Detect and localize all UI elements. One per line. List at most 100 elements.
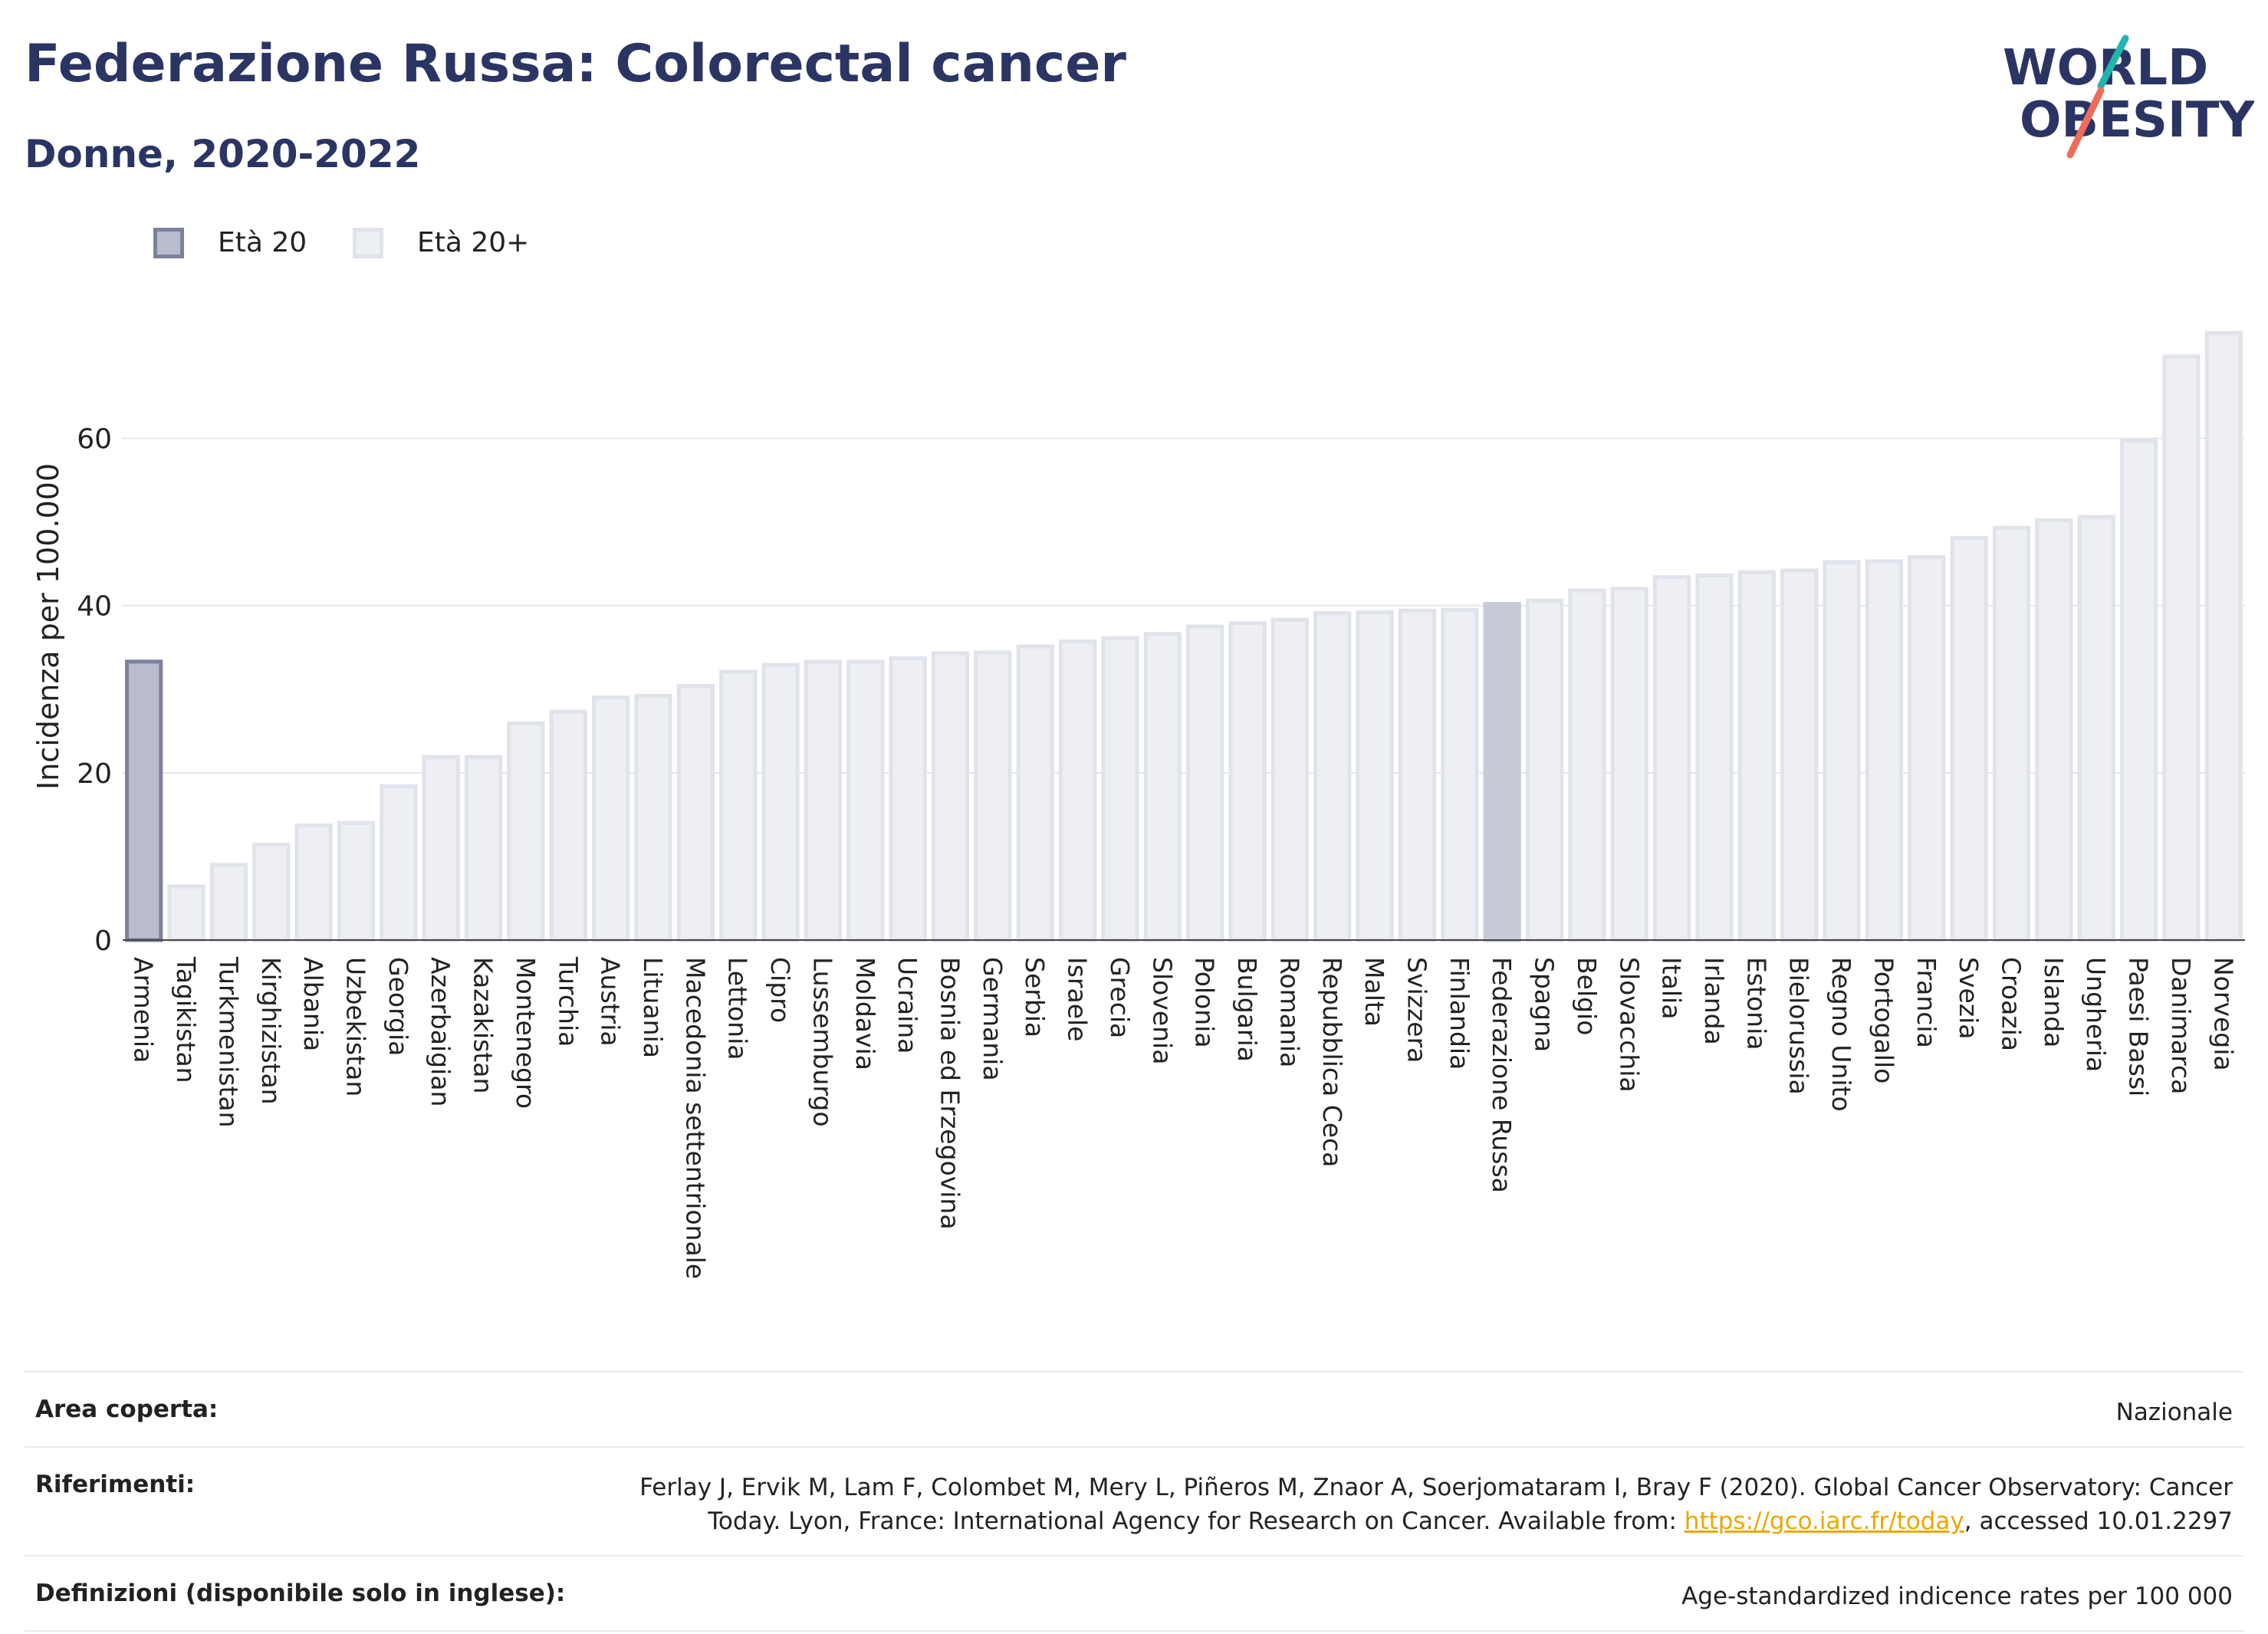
x-tick-label-turchia: Turchia — [553, 956, 583, 1047]
x-tick-label-danimarca: Danimarca — [2166, 957, 2196, 1094]
logo-word-obesity: OBESITY — [2020, 92, 2254, 149]
logo-slash-teal — [2097, 35, 2129, 90]
bar-germania[interactable] — [974, 650, 1012, 942]
x-tick-label-federazione-russa: Federazione Russa — [1487, 957, 1517, 1193]
legend-label-eta-20: Età 20 — [218, 227, 307, 258]
bar-ucraina[interactable] — [889, 656, 927, 942]
bar-tagikistan[interactable] — [167, 884, 205, 942]
bar-danimarca[interactable] — [2162, 354, 2201, 942]
bar-cipro[interactable] — [761, 662, 800, 942]
bar-georgia[interactable] — [380, 784, 418, 942]
bar-kazakistan[interactable] — [464, 755, 503, 942]
x-tick-label-israele: Israele — [1063, 957, 1093, 1042]
x-tick-label-portogallo: Portogallo — [1869, 957, 1898, 1083]
bar-bulgaria[interactable] — [1228, 621, 1267, 942]
bar-uzbekistan[interactable] — [337, 820, 376, 942]
y-tick-label-0: 0 — [94, 925, 112, 957]
x-tick-label-austria: Austria — [596, 957, 626, 1047]
bar-norvegia[interactable] — [2204, 330, 2243, 942]
bar-austria[interactable] — [591, 695, 630, 942]
x-tick-label-romania: Romania — [1274, 957, 1304, 1067]
bar-estonia[interactable] — [1737, 570, 1777, 942]
bar-moldavia[interactable] — [846, 659, 885, 942]
x-tick-label-islanda: Islanda — [2039, 957, 2069, 1047]
bar-portogallo[interactable] — [1865, 559, 1904, 942]
bar-italia[interactable] — [1652, 575, 1691, 942]
bar-islanda[interactable] — [2035, 518, 2073, 942]
legend-item-eta-20-plus[interactable]: Età 20+ — [353, 227, 529, 258]
x-tick-label-italia: Italia — [1657, 957, 1687, 1019]
bar-turkmenistan[interactable] — [209, 863, 248, 942]
page-subtitle: Donne, 2020-2022 — [25, 132, 421, 176]
bar-irlanda[interactable] — [1695, 573, 1734, 942]
bar-romania[interactable] — [1270, 617, 1310, 942]
bar-spagna[interactable] — [1525, 598, 1564, 942]
bar-lituania[interactable] — [634, 694, 672, 942]
bar-svezia[interactable] — [1950, 535, 1988, 942]
footer-row-definitions: Definizioni (disponibile solo in inglese… — [25, 1555, 2243, 1632]
bar-malta[interactable] — [1356, 610, 1394, 942]
bar-polonia[interactable] — [1186, 624, 1224, 942]
footer-value-definitions: Age-standardized indicence rates per 100… — [1681, 1583, 2233, 1610]
bar-lussemburgo[interactable] — [804, 659, 843, 942]
x-tick-label-malta: Malta — [1359, 957, 1389, 1027]
x-tick-label-belgio: Belgio — [1572, 957, 1602, 1035]
x-tick-label-ungheria: Ungheria — [2081, 957, 2111, 1072]
bar-finlandia[interactable] — [1441, 607, 1479, 942]
x-tick-label-polonia: Polonia — [1190, 957, 1220, 1048]
y-tick-label-60: 60 — [77, 424, 112, 455]
bar-montenegro[interactable] — [507, 722, 545, 942]
x-tick-label-slovacchia: Slovacchia — [1614, 957, 1644, 1093]
footer-label-area: Area coperta: — [35, 1396, 219, 1423]
bar-albania[interactable] — [294, 824, 333, 942]
bar-serbia[interactable] — [1016, 644, 1054, 942]
bar-grecia[interactable] — [1101, 636, 1139, 942]
x-tick-label-slovenia: Slovenia — [1147, 957, 1177, 1064]
bar-svizzera[interactable] — [1398, 608, 1437, 942]
bar-azerbaigian[interactable] — [422, 755, 460, 942]
bar-paesi-bassi[interactable] — [2119, 439, 2158, 942]
x-tick-label-serbia: Serbia — [1020, 957, 1050, 1037]
x-tick-label-regno-unito: Regno Unito — [1826, 957, 1856, 1112]
x-tick-label-francia: Francia — [1911, 957, 1941, 1048]
bar-kirghizistan[interactable] — [252, 843, 291, 942]
bar-slovacchia[interactable] — [1610, 587, 1648, 942]
bar-slovenia[interactable] — [1143, 632, 1182, 942]
x-tick-label-uzbekistan: Uzbekistan — [340, 957, 370, 1096]
x-tick-label-croazia: Croazia — [1997, 957, 2026, 1051]
bar-israele[interactable] — [1058, 639, 1097, 942]
x-tick-label-tagikistan: Tagikistan — [171, 956, 201, 1083]
logo-word-world: WORLD — [2003, 40, 2208, 97]
bar-regno-unito[interactable] — [1823, 560, 1861, 942]
y-axis-label: Incidenza per 100.000 — [31, 463, 65, 790]
bar-belgio[interactable] — [1568, 588, 1606, 942]
y-axis-ticks: 0 20 40 60 — [77, 424, 112, 957]
x-tick-label-svizzera: Svizzera — [1402, 957, 1431, 1063]
bar-chart: 0 20 40 60 Armenia Tagikistan Turkmenistan Kir… — [31, 330, 2245, 1279]
x-tick-label-montenegro: Montenegro — [511, 957, 541, 1109]
legend-swatch-eta-20 — [153, 227, 184, 258]
x-tick-label-spagna: Spagna — [1530, 957, 1560, 1052]
footer-row-area: Area coperta: Nazionale — [25, 1371, 2243, 1446]
legend-label-eta-20-plus: Età 20+ — [417, 227, 530, 258]
bar-bosnia-ed-erzegovina[interactable] — [931, 651, 970, 942]
bar-bielorussia[interactable] — [1780, 568, 1819, 942]
reference-link[interactable]: https://gco.iarc.fr/today — [1684, 1507, 1964, 1535]
reference-accessed: , accessed 10.01.2297 — [1964, 1507, 2233, 1535]
x-tick-label-lussemburgo: Lussemburgo — [807, 957, 837, 1127]
x-tick-label-irlanda: Irlanda — [1699, 957, 1729, 1045]
legend-item-eta-20[interactable]: Età 20 — [153, 227, 307, 258]
x-tick-label-germania: Germania — [978, 957, 1007, 1081]
bar-croazia[interactable] — [1992, 525, 2031, 942]
legend-swatch-eta-20-plus — [353, 227, 383, 258]
bar-turchia[interactable] — [549, 709, 587, 942]
bar-francia[interactable] — [1908, 554, 1946, 942]
x-tick-label-bielorussia: Bielorussia — [1784, 957, 1814, 1095]
bar-ungheria[interactable] — [2077, 515, 2115, 942]
footer-row-references: Riferimenti: Ferlay J, Ervik M, Lam F, C… — [25, 1446, 2243, 1555]
bar-armenia[interactable] — [125, 659, 163, 942]
bar-lettonia[interactable] — [719, 669, 758, 942]
bar-repubblica-ceca[interactable] — [1313, 611, 1352, 942]
bar-federazione-russa[interactable] — [1483, 602, 1521, 942]
bar-macedonia-settentrionale[interactable] — [676, 683, 715, 942]
